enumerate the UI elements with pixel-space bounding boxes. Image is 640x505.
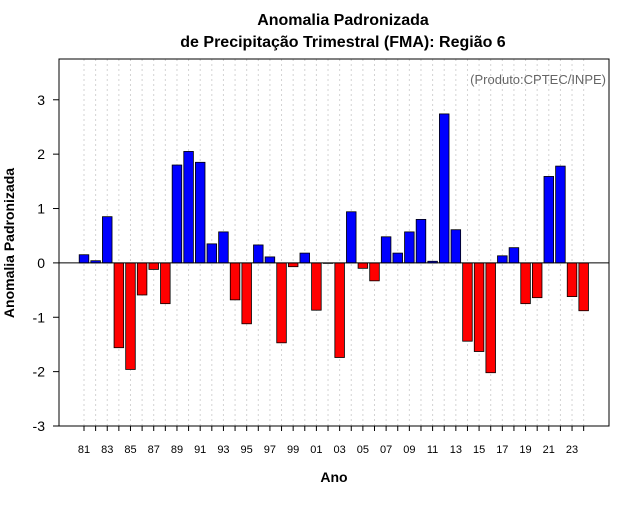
x-tick-label: 01 [310,444,322,456]
x-tick-label: 93 [217,444,229,456]
bar-81 [78,254,90,264]
x-tick-label: 13 [450,444,462,456]
y-tick-label: -1 [33,309,46,325]
bar-15 [473,262,485,352]
bar-22 [555,165,566,264]
y-tick-label: 3 [37,92,45,108]
bar-05 [357,262,369,269]
bar-18 [508,247,520,264]
bar-17 [497,255,508,264]
chart-title-line2: de Precipitação Trimestral (FMA): Região… [180,34,506,51]
x-tick-label: 17 [496,444,508,456]
bar-04 [346,211,357,264]
bar-98 [276,262,287,344]
x-tick-label: 95 [241,444,253,456]
x-tick-label: 05 [357,444,369,456]
plot-frame [58,58,610,427]
bar-21 [543,176,555,264]
bar-19 [520,262,531,305]
bar-86 [136,262,148,296]
bar-09 [404,231,415,264]
bar-85 [125,262,136,370]
x-tick-label: 97 [264,444,276,456]
bar-03 [334,262,345,358]
bar-10 [415,218,427,264]
bar-00 [299,252,310,264]
bar-96 [253,244,264,264]
bar-01 [311,262,322,311]
bar-83 [102,216,113,264]
bar-90 [183,151,194,264]
bar-12 [439,113,450,264]
x-tick-label: 83 [101,444,113,456]
x-tick-label: 11 [427,444,438,456]
bar-87 [148,262,159,270]
bars [78,113,589,374]
y-axis-title: Anomalia Padronizada [1,168,17,318]
x-tick-label: 81 [78,444,90,456]
y-tick-label: 2 [37,146,45,162]
x-tick-label: 03 [334,444,346,456]
x-tick-label: 21 [543,444,555,456]
x-axis-title: Ano [320,469,347,485]
x-tick-label: 23 [566,444,578,456]
bar-07 [380,236,392,264]
x-tick-label: 15 [473,444,485,456]
gridlines [83,59,585,426]
x-axis: 81 83 85 87 89 91 93 95 97 99 01 03 05 07 09 11 13 15 17 19… [78,426,585,456]
bar-24 [578,262,589,312]
chart-title-line1: Anomalia Padronizada [257,12,429,29]
bar-89 [171,164,183,264]
x-tick-label: 91 [194,444,206,456]
bar-92 [206,243,218,264]
y-tick-label: 1 [37,201,45,217]
x-tick-label: 09 [403,444,415,456]
bar-08 [392,252,403,264]
bar-97 [264,256,276,264]
x-tick-label: 85 [124,444,136,456]
bar-23 [566,262,578,297]
x-tick-label: 87 [148,444,160,456]
bar-06 [369,262,380,282]
y-axis: 3 2 1 0 -1 -2 -3 [33,92,59,434]
bar-99 [287,262,299,268]
x-tick-label: 07 [380,444,392,456]
bar-14 [462,262,473,342]
bar-88 [160,262,171,305]
bar-20 [531,262,543,299]
x-tick-label: 89 [171,444,183,456]
bar-16 [485,262,496,374]
y-tick-label: 0 [37,255,45,271]
bar-93 [218,231,229,264]
bar-94 [229,262,241,301]
x-tick-label: 99 [287,444,299,456]
bar-91 [194,161,206,264]
x-tick-label: 19 [519,444,531,456]
bar-95 [241,262,252,325]
bar-13 [450,229,462,264]
y-tick-label: -3 [33,418,46,434]
bar-84 [113,262,125,349]
source-label: (Produto:CPTEC/INPE) [470,72,606,87]
y-tick-label: -2 [33,364,46,380]
